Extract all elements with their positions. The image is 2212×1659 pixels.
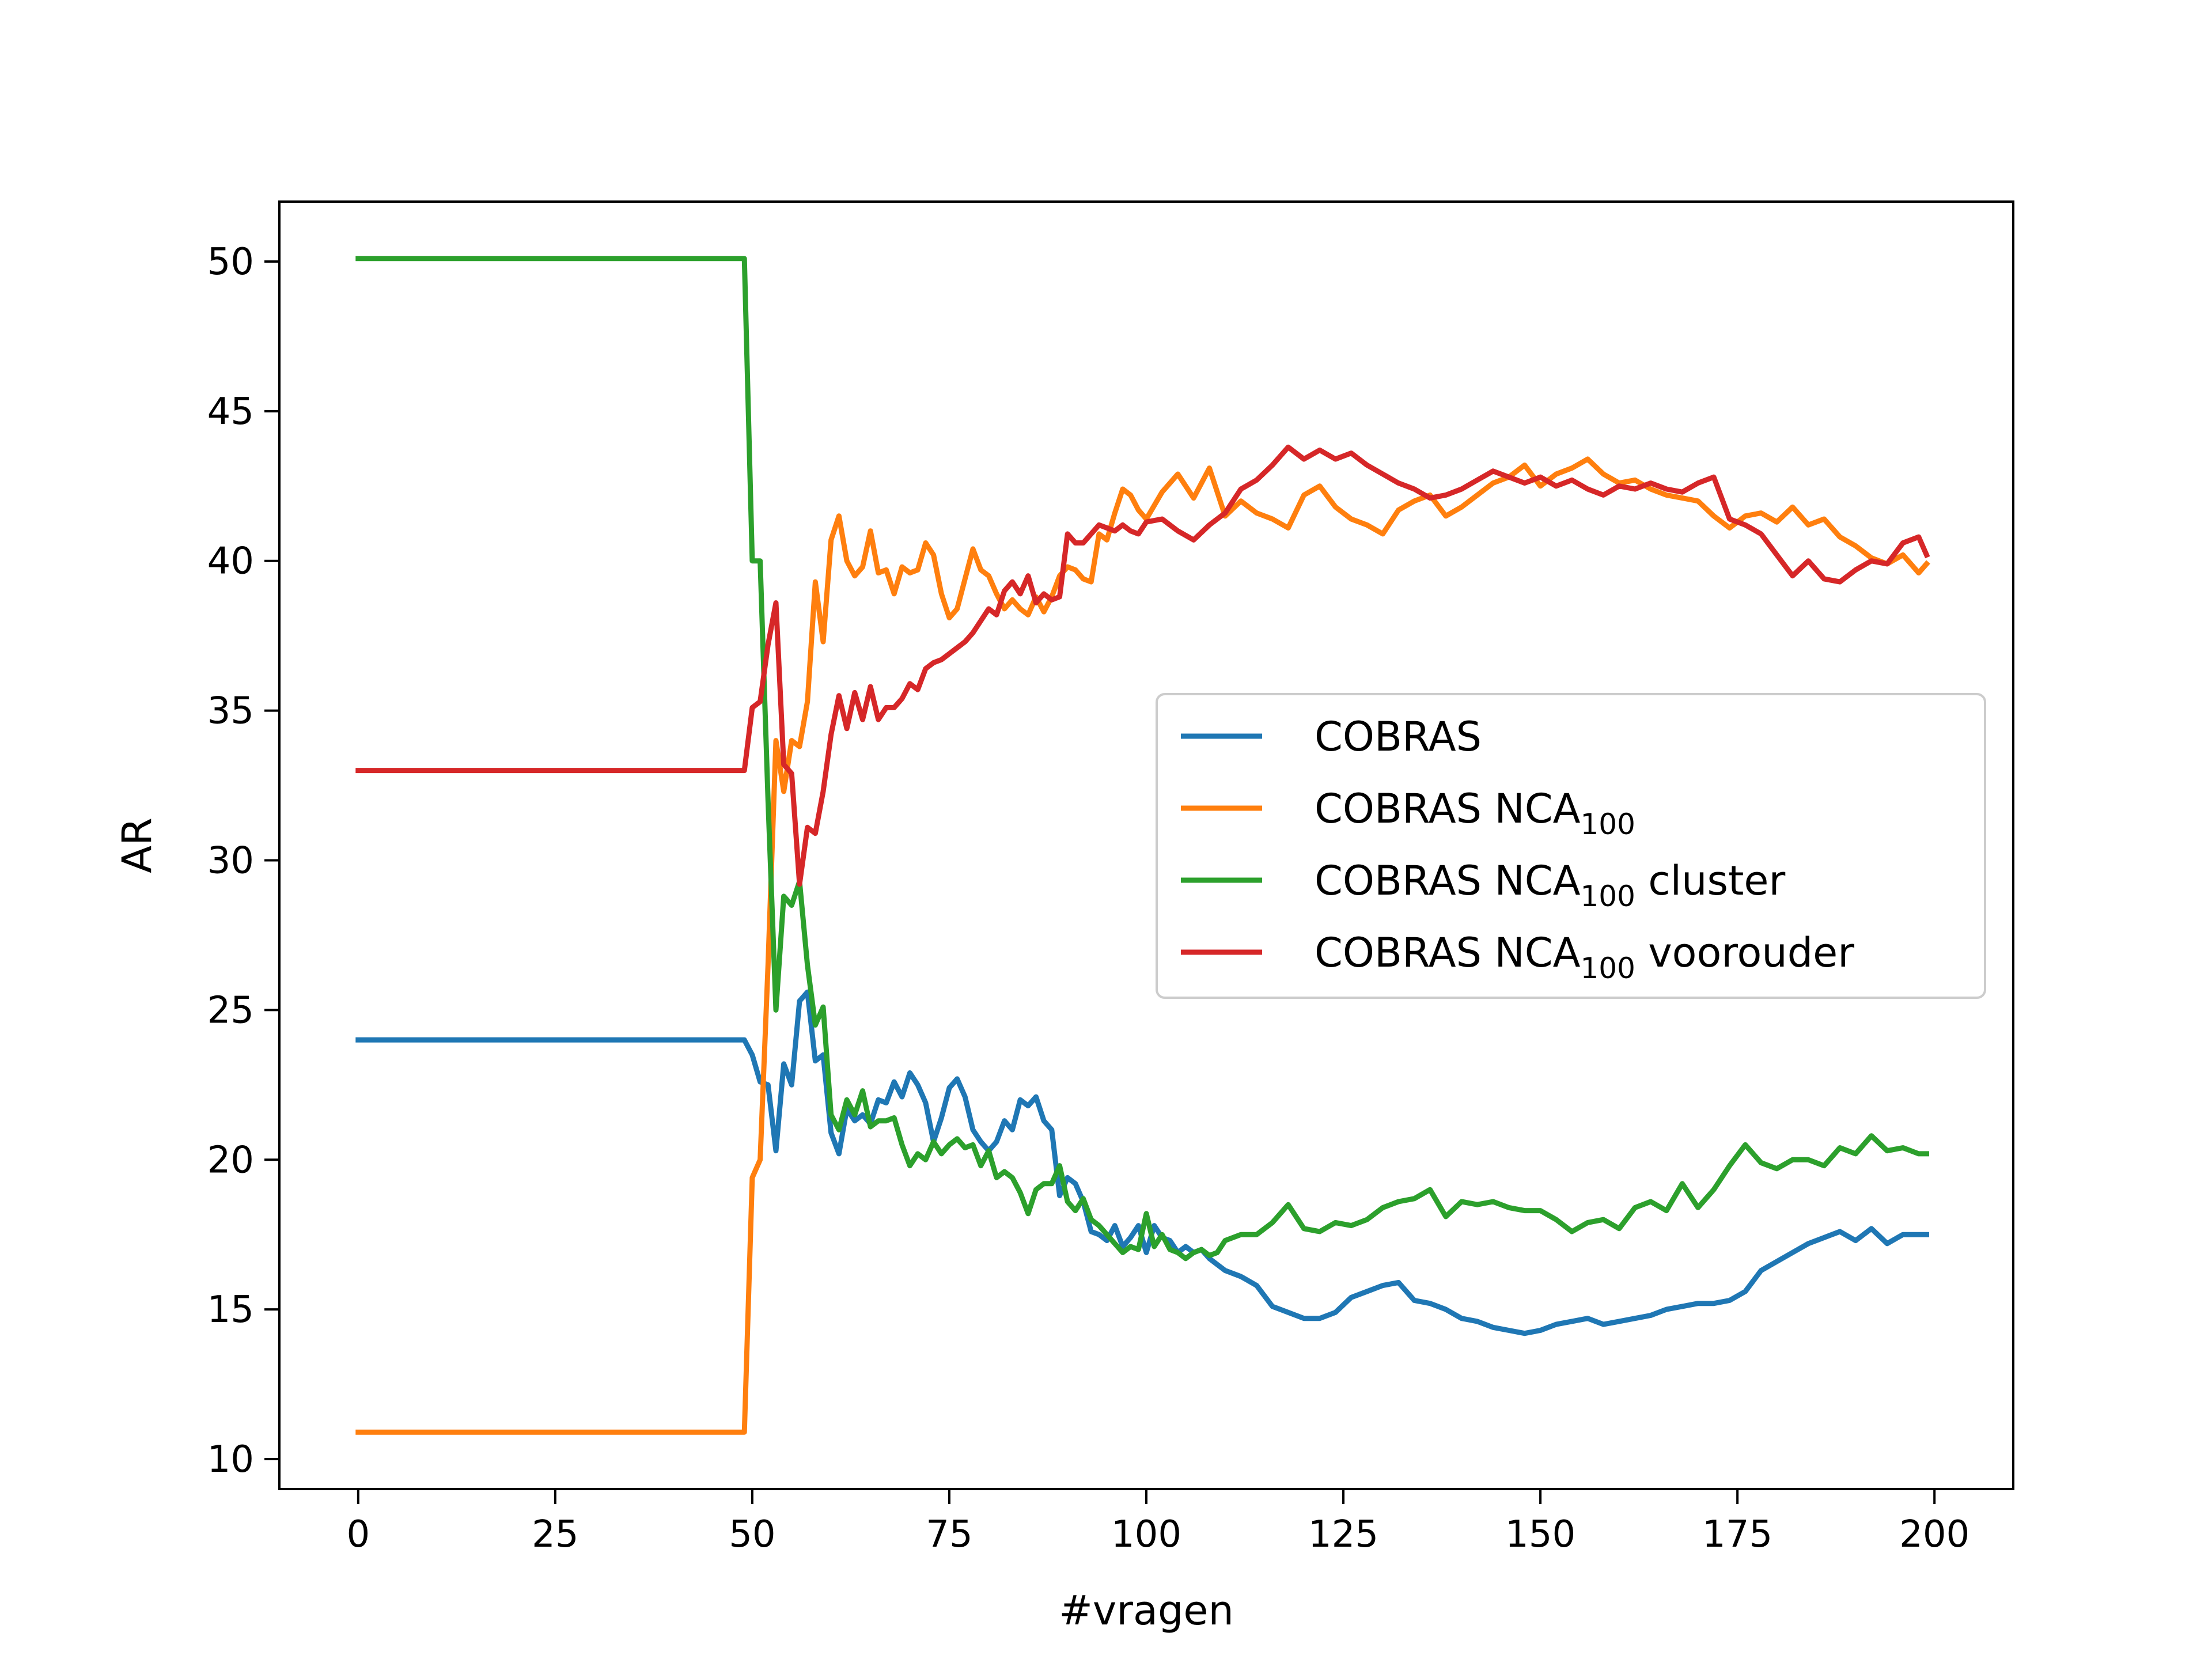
x-tick-label: 0 [346, 1513, 370, 1556]
x-axis-ticks: 0 25 50 75 100 125 150 175 200 [346, 1489, 1969, 1556]
y-tick-label: 35 [207, 690, 254, 733]
x-tick-label: 75 [926, 1513, 972, 1556]
legend-label-subscript: 100 [1581, 880, 1635, 913]
x-tick-label: 100 [1111, 1513, 1181, 1556]
y-tick-label: 40 [207, 540, 254, 583]
legend-label: COBRAS NCA100 [1315, 785, 1635, 841]
legend-box [1156, 693, 1986, 999]
legend-label: COBRAS NCA100 voorouder [1315, 929, 1854, 985]
y-axis-label: AR [113, 817, 161, 873]
series-line-1 [355, 989, 1929, 1336]
y-tick-label: 45 [207, 391, 254, 433]
legend-label: COBRAS NCA100 cluster [1315, 857, 1785, 913]
y-tick-label: 20 [207, 1139, 254, 1181]
legend-label-subscript: 100 [1581, 952, 1635, 985]
legend-label-suffix: cluster [1635, 857, 1786, 904]
x-tick-label: 200 [1899, 1513, 1969, 1556]
y-tick-label: 25 [207, 989, 254, 1032]
x-tick-label: 150 [1505, 1513, 1575, 1556]
series-layer [355, 256, 1930, 1435]
series-line-3 [355, 256, 1929, 1262]
y-tick-label: 50 [207, 241, 254, 283]
legend-label-main: COBRAS [1315, 713, 1482, 760]
y-axis-ticks: 10 15 20 25 30 35 40 45 50 [207, 241, 279, 1481]
x-axis-label: #vragen [1059, 1587, 1234, 1634]
y-tick-label: 15 [207, 1289, 254, 1331]
x-tick-label: 175 [1702, 1513, 1772, 1556]
x-tick-label: 50 [729, 1513, 775, 1556]
series-line-4 [355, 444, 1930, 887]
legend-label-main: COBRAS NCA [1315, 929, 1581, 976]
x-tick-label: 25 [532, 1513, 578, 1556]
legend-label-suffix: voorouder [1635, 929, 1854, 976]
legend-label: COBRAS [1315, 713, 1482, 760]
legend-label-subscript: 100 [1581, 808, 1635, 841]
legend-label-main: COBRAS NCA [1315, 857, 1581, 904]
x-tick-label: 125 [1308, 1513, 1378, 1556]
legend-label-main: COBRAS NCA [1315, 785, 1581, 832]
y-tick-label: 30 [207, 839, 254, 882]
y-tick-label: 10 [207, 1438, 254, 1481]
series-line-2 [355, 456, 1930, 1435]
